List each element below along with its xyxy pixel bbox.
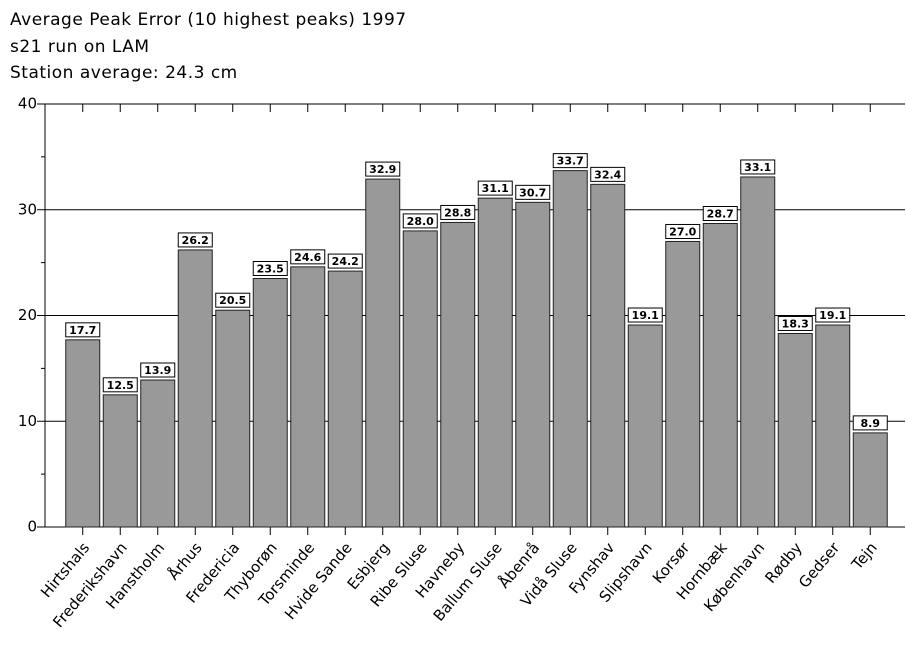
value-label: 13.9 (144, 364, 171, 377)
value-label: 24.6 (294, 251, 321, 264)
value-label: 28.7 (707, 207, 734, 220)
value-label-box (477, 180, 513, 196)
bar (327, 270, 363, 528)
value-label: 30.7 (519, 186, 546, 199)
value-label: 23.5 (257, 262, 284, 275)
value-label-box (102, 377, 138, 393)
chart-subtitle: s21 run on LAM (10, 37, 150, 57)
value-label-box (290, 249, 326, 265)
value-label-box (740, 159, 776, 175)
value-label-box (515, 184, 551, 200)
value-label: 28.0 (407, 215, 434, 228)
bar (252, 277, 288, 528)
bar (477, 197, 513, 528)
value-label: 8.9 (861, 417, 881, 430)
bar (702, 222, 738, 528)
value-label: 24.2 (332, 255, 359, 268)
bar (365, 178, 401, 528)
value-label-box (65, 322, 101, 338)
bar (740, 176, 776, 528)
bar (852, 432, 888, 528)
value-label-box (702, 205, 738, 221)
value-label-box (140, 362, 176, 378)
bar (440, 221, 476, 528)
value-label-box (590, 166, 626, 182)
value-label: 18.3 (782, 317, 809, 330)
value-label: 20.5 (219, 294, 246, 307)
value-label: 32.9 (369, 163, 396, 176)
chart-subtitle: Station average: 24.3 cm (10, 63, 238, 83)
bar (177, 249, 213, 528)
bar (665, 240, 701, 528)
value-label-box (852, 415, 888, 431)
bar (102, 394, 138, 528)
bar (65, 339, 101, 528)
value-label: 33.7 (557, 155, 584, 168)
bar (140, 379, 176, 528)
value-label-box (177, 232, 213, 248)
y-tick-label: 20 (18, 306, 37, 324)
value-label: 33.1 (744, 161, 771, 174)
value-label: 12.5 (107, 379, 134, 392)
bar (215, 309, 251, 528)
value-label: 19.1 (632, 309, 659, 322)
value-label-box (815, 307, 851, 323)
value-label-box (665, 223, 701, 239)
bar (590, 183, 626, 528)
value-label-box (252, 260, 288, 276)
value-label: 19.1 (819, 309, 846, 322)
value-label: 26.2 (182, 234, 209, 247)
value-label-box (365, 161, 401, 177)
bar (815, 324, 851, 528)
y-tick-label: 40 (18, 95, 37, 113)
bar (777, 332, 813, 528)
value-label: 28.8 (444, 206, 471, 219)
bar (515, 201, 551, 528)
bar (552, 170, 588, 528)
value-label-box (215, 292, 251, 308)
chart-title: Average Peak Error (10 highest peaks) 19… (10, 10, 407, 30)
value-label: 31.1 (482, 182, 509, 195)
y-tick-label: 30 (18, 200, 37, 218)
value-label-box (327, 253, 363, 269)
value-label: 27.0 (669, 225, 696, 238)
value-label: 17.7 (69, 324, 96, 337)
bar (402, 230, 438, 528)
value-label-box (402, 213, 438, 229)
value-label-box (777, 315, 813, 331)
value-label: 32.4 (594, 168, 621, 181)
bar (290, 266, 326, 528)
y-tick-label: 10 (18, 412, 37, 430)
value-label-box (627, 307, 663, 323)
y-tick-label: 0 (27, 518, 37, 536)
value-label-box (552, 153, 588, 169)
x-tick-label: Tejn (847, 539, 880, 574)
bar (627, 324, 663, 528)
x-tick-label: Gedser (795, 538, 844, 591)
value-label-box (440, 204, 476, 220)
